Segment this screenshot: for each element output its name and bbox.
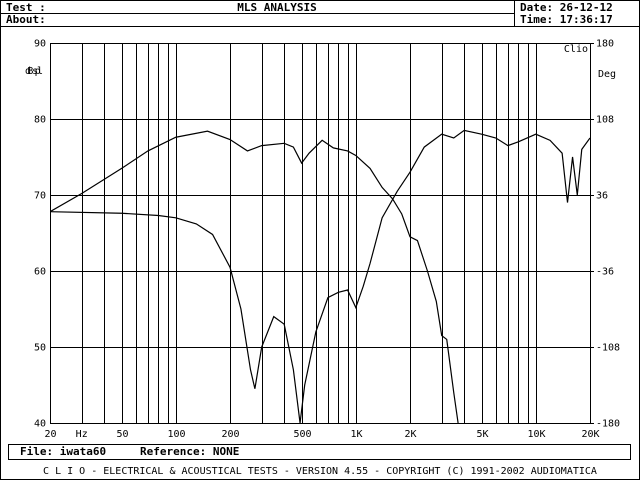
y2-tick-label: -180 bbox=[596, 419, 620, 430]
y2-tick-label: -108 bbox=[596, 343, 620, 354]
curve bbox=[50, 129, 590, 423]
y-axis-label: dB spl bbox=[25, 66, 43, 77]
reference: Reference: NONE bbox=[140, 445, 239, 458]
x-tick-label: 10K bbox=[527, 429, 545, 440]
y2-tick-label: 180 bbox=[596, 39, 614, 50]
test-label: Test : bbox=[6, 1, 46, 14]
x-tick-label: 20K bbox=[581, 429, 599, 440]
time: Time: 17:36:17 bbox=[520, 13, 613, 26]
file-box bbox=[8, 444, 631, 460]
title: MLS ANALYSIS bbox=[237, 1, 316, 14]
y2-axis-label: Deg bbox=[598, 69, 616, 80]
y2-tick-label: 36 bbox=[596, 191, 608, 202]
y-tick-label: 40 bbox=[34, 419, 46, 430]
brand: Clio bbox=[564, 44, 588, 55]
x-tick-label: 5K bbox=[476, 429, 488, 440]
y-tick-label: 60 bbox=[34, 267, 46, 278]
y-tick-label: 90 bbox=[34, 39, 46, 50]
x-tick-label: 50 bbox=[116, 429, 128, 440]
x-tick-label: 500 bbox=[293, 429, 311, 440]
x-unit: Hz bbox=[76, 429, 88, 440]
lines bbox=[50, 129, 590, 423]
y-tick-label: 80 bbox=[34, 115, 46, 126]
x-tick-label: 200 bbox=[221, 429, 239, 440]
x-tick-label: 100 bbox=[167, 429, 185, 440]
y-tick-label: 70 bbox=[34, 191, 46, 202]
file: File: iwata60 bbox=[20, 445, 106, 458]
plot-area bbox=[50, 43, 591, 424]
x-tick-label: 2K bbox=[404, 429, 416, 440]
x-tick-label: 1K bbox=[350, 429, 362, 440]
credits: C L I O - ELECTRICAL & ACOUSTICAL TESTS … bbox=[43, 466, 597, 477]
y-tick-label: 50 bbox=[34, 343, 46, 354]
about-label: About: bbox=[6, 13, 46, 26]
y2-tick-label: 108 bbox=[596, 115, 614, 126]
x-tick-label: 20 bbox=[44, 429, 56, 440]
date: Date: 26-12-12 bbox=[520, 1, 613, 14]
curve bbox=[50, 130, 459, 423]
y2-tick-label: -36 bbox=[596, 267, 614, 278]
